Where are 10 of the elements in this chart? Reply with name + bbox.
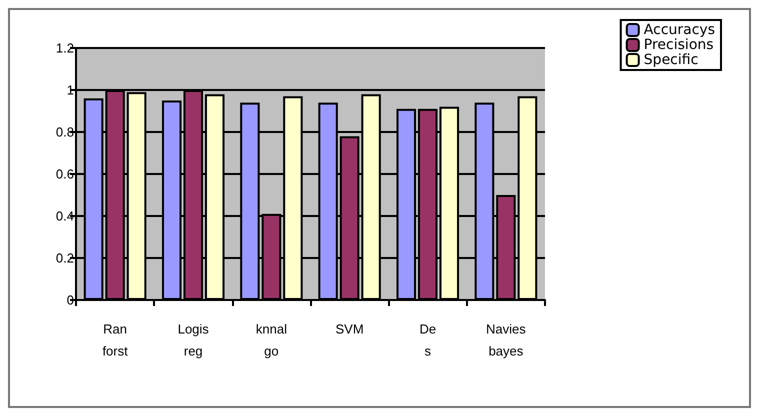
legend-label: Precisions — [644, 37, 714, 53]
legend-label: Accuracys — [644, 22, 716, 38]
x-tick-label: Logis reg — [178, 322, 210, 358]
x-tick-label: SVM — [335, 322, 364, 336]
x-tick-label: knnal go — [256, 322, 288, 358]
x-tick-label: De s — [419, 322, 436, 358]
x-tick-label: Ran forst — [102, 322, 128, 358]
legend-label: Specific — [644, 52, 698, 68]
y-tick-label: 0.4 — [56, 208, 74, 224]
x-tick-label: Navies bayes — [486, 322, 526, 358]
